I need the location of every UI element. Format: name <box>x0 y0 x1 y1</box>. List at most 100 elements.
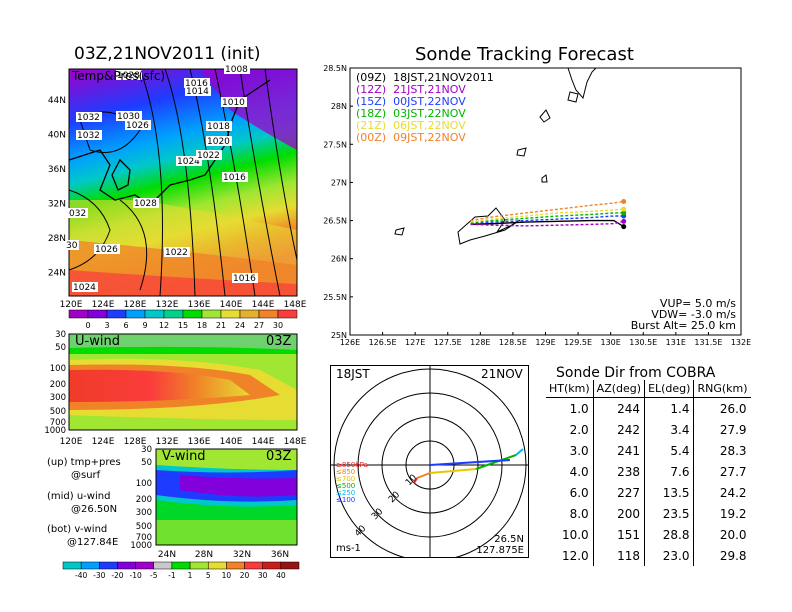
temp-colorbar-label: 15 <box>178 321 188 330</box>
track-burst-marker <box>621 210 627 216</box>
init-time-title: 03Z,21NOV2011 (init) <box>74 44 261 64</box>
vwind-y-tick: 200 <box>136 495 152 505</box>
pressure-legend-entry: ≤500 <box>336 482 356 490</box>
legend-entry: (00Z) 09JST,22NOV <box>356 131 466 144</box>
track-series-line <box>470 215 624 225</box>
track-series-line <box>470 212 624 224</box>
cobra-header-cell: RNG(km) <box>693 380 751 398</box>
map-x-tick: 128E <box>124 300 147 310</box>
location-lon: 127.875E <box>476 545 524 556</box>
svg-text:1024: 1024 <box>73 283 96 293</box>
temp-colorbar-swatch <box>239 309 260 319</box>
svg-text:032: 032 <box>69 209 86 219</box>
wind-colorbar-label: -5 <box>150 571 158 580</box>
vwind-section <box>155 448 298 546</box>
cobra-cell: 8.0 <box>546 503 594 524</box>
wind-colorbar-swatch <box>99 561 118 570</box>
map-y-tick: 28N <box>48 234 66 244</box>
vwind-x-tick: 28N <box>195 550 213 560</box>
cobra-cell: 200 <box>593 503 646 524</box>
cobra-row: 6.0 227 13.5 24.2 <box>546 482 751 503</box>
temp-colorbar-swatch <box>220 309 241 319</box>
track-y-tick: 27N <box>331 178 347 187</box>
temp-colorbar-label: 3 <box>104 321 109 330</box>
isobar-label: 1008 <box>224 64 250 75</box>
wind-colorbar-swatch <box>153 561 173 570</box>
cobra-cell: 10.0 <box>546 524 594 545</box>
vwind-label: V-wind <box>162 449 206 464</box>
wind-colorbar-label: 5 <box>206 571 211 580</box>
track-x-tick: 127E <box>405 338 425 347</box>
vwind-y-tick: 100 <box>136 479 152 489</box>
cobra-cell: 29.8 <box>719 548 747 563</box>
launch-params: VUP= 5.0 m/s VDW= -3.0 m/s Burst Alt= 25… <box>622 298 736 331</box>
map-y-tick: 36N <box>48 165 66 175</box>
vwind-y-tick: 1000 <box>130 541 152 551</box>
svg-text:1016: 1016 <box>233 274 256 284</box>
wind-colorbar-label: -30 <box>93 571 105 580</box>
cobra-cell: 27.9 <box>719 422 747 437</box>
uwind-x-tick: 128E <box>124 437 147 447</box>
param-vup: VUP= 5.0 m/s <box>659 297 736 310</box>
wind-colorbar-label: 1 <box>188 571 193 580</box>
temp-colorbar-swatch <box>68 309 89 319</box>
isobar-label: 1026 <box>125 120 151 131</box>
vwind-time: 03Z <box>266 449 292 464</box>
cobra-cell: 238 <box>593 461 646 482</box>
map-x-tick: 148E <box>284 300 307 310</box>
surface-temp-map <box>68 68 298 297</box>
cobra-cell: 1.4 <box>644 397 695 419</box>
svg-text:1016: 1016 <box>185 79 208 89</box>
uwind-y-tick: 1000 <box>44 426 66 436</box>
tracking-title: Sonde Tracking Forecast <box>415 44 634 65</box>
cobra-row: 8.0 200 23.5 19.2 <box>546 503 751 524</box>
track-y-tick: 26N <box>331 255 347 264</box>
cobra-cell: 241 <box>593 440 646 461</box>
svg-text:30: 30 <box>66 241 78 251</box>
cobra-cell: 12.0 <box>546 545 594 566</box>
track-x-tick: 128.5E <box>499 338 527 347</box>
wind-trace-segment <box>413 477 418 484</box>
wind-colorbar-label: -20 <box>111 571 123 580</box>
cobra-cell: 23.0 <box>644 545 695 566</box>
temp-colorbar-swatch <box>277 309 298 319</box>
track-burst-marker <box>621 218 627 224</box>
svg-text:1026: 1026 <box>95 245 118 255</box>
map-y-tick: 40N <box>48 131 66 141</box>
temp-colorbar-label: 9 <box>142 321 147 330</box>
wind-trace-segment <box>515 448 524 456</box>
cobra-header-cell: HT(km) <box>546 380 594 398</box>
svg-text:1032: 1032 <box>77 131 100 141</box>
vwind-y-tick: 30 <box>141 445 152 455</box>
wind-trace-segment <box>429 468 477 474</box>
cobra-cell: 5.4 <box>644 440 695 461</box>
vwind-x-tick: 36N <box>271 550 289 560</box>
legend-entry: (12Z) 21JST,21NOV <box>356 83 466 96</box>
cobra-cell: 26.0 <box>719 401 747 416</box>
cobra-cell: 242 <box>593 419 646 440</box>
track-x-tick: 128E <box>470 338 490 347</box>
uwind-y-tick: 300 <box>50 393 66 403</box>
svg-text:1032: 1032 <box>77 113 100 123</box>
vwind-y-tick: 700 <box>136 533 152 543</box>
caption-up-sub: @surf <box>71 470 101 481</box>
track-x-tick: 129E <box>535 338 555 347</box>
cobra-table: HT(km) AZ(deg) EL(deg) RNG(km) 1.0 244 1.4 26.… <box>546 380 751 566</box>
cobra-cell: 2.0 <box>546 419 594 440</box>
wind-colorbar-label: -10 <box>129 571 141 580</box>
cobra-cell: 6.0 <box>546 482 594 503</box>
svg-text:1008: 1008 <box>225 65 248 75</box>
svg-text:1028: 1028 <box>134 199 157 209</box>
wind-colorbar-swatch <box>189 561 209 570</box>
cobra-row: 10.0 151 28.8 20.0 <box>546 524 751 545</box>
uwind-x-tick: 144E <box>252 437 275 447</box>
track-x-tick: 131E <box>666 338 686 347</box>
isobar-label: 1028 <box>133 198 159 209</box>
legend-entry: (09Z) 18JST,21NOV2011 <box>356 71 494 84</box>
temp-colorbar-label: 12 <box>159 321 169 330</box>
cobra-cell: 3.0 <box>546 440 594 461</box>
caption-mid: (mid) u-wind <box>47 491 111 502</box>
isobar-label: 1024 <box>176 156 202 167</box>
track-x-tick: 131.5E <box>694 338 722 347</box>
